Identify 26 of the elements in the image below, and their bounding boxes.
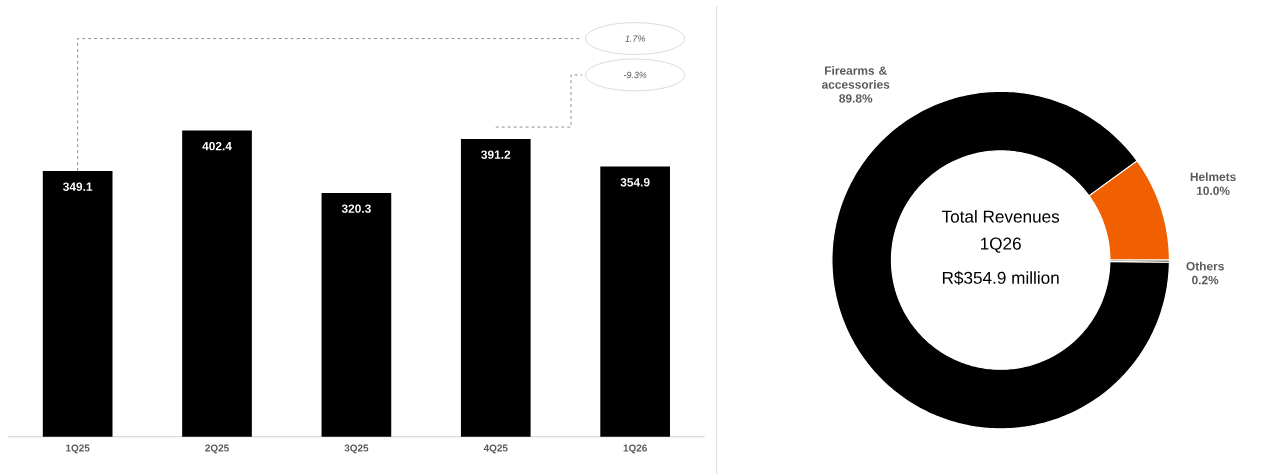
data-label: 0.2% bbox=[1192, 275, 1219, 285]
x-tick-label: 1Q25 bbox=[66, 444, 90, 454]
text: 1Q26 bbox=[980, 237, 1021, 253]
x-tick-label: 2Q25 bbox=[205, 444, 229, 454]
bar bbox=[600, 166, 670, 437]
text: -9.3% bbox=[623, 71, 647, 79]
data-label: 320.3 bbox=[341, 204, 371, 213]
bar bbox=[42, 171, 113, 437]
data-label: 354.9 bbox=[620, 178, 650, 187]
text: Total Revenues bbox=[941, 210, 1060, 223]
data-label: 349.1 bbox=[63, 182, 93, 192]
slice-label: Firearms & accessories bbox=[821, 66, 890, 89]
bar bbox=[321, 193, 392, 437]
slice-label: Helmets bbox=[1190, 172, 1236, 182]
slice-label: Others bbox=[1186, 261, 1224, 271]
x-tick-label: 3Q25 bbox=[344, 444, 369, 454]
text: 1.7% bbox=[625, 35, 645, 42]
bar bbox=[460, 139, 531, 437]
data-label: 10.0% bbox=[1196, 186, 1230, 196]
data-label: 89.8% bbox=[839, 94, 873, 103]
text: R$354.9 million bbox=[942, 271, 1059, 285]
bar bbox=[182, 130, 252, 437]
data-label: 391.2 bbox=[481, 150, 511, 159]
x-tick-label: 1Q26 bbox=[623, 444, 647, 454]
x-tick-label: 4Q25 bbox=[483, 444, 508, 454]
data-label: 402.4 bbox=[202, 142, 232, 151]
